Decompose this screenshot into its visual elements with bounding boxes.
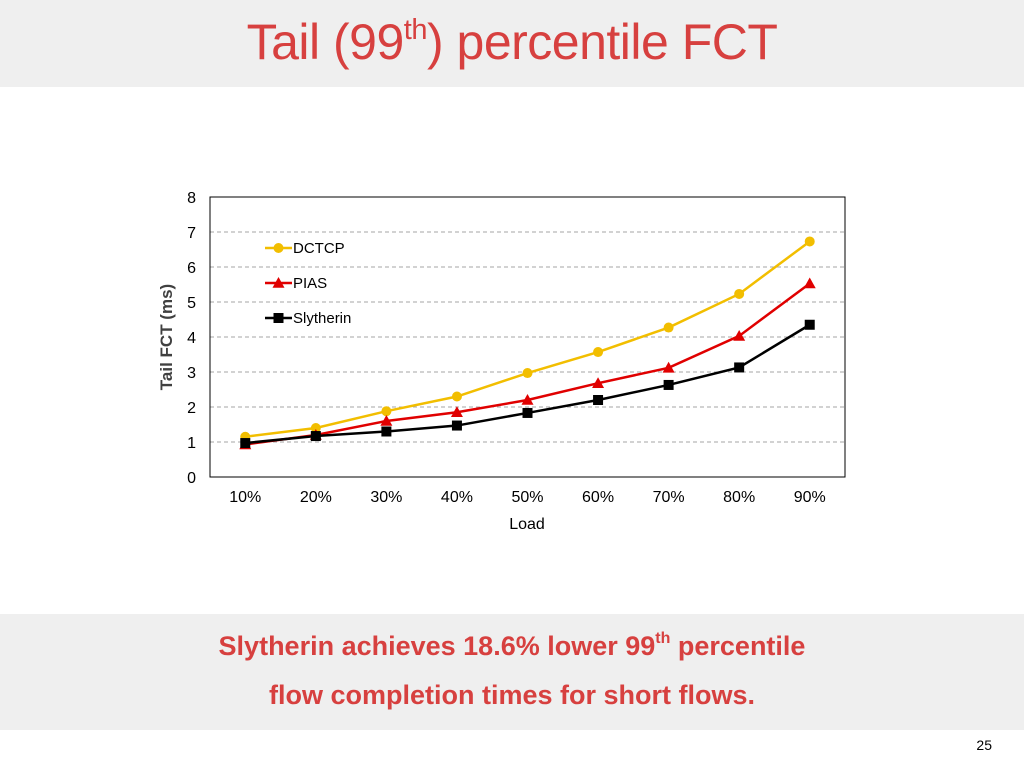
title-text-start: Tail (99 — [246, 14, 405, 70]
data-point — [381, 406, 392, 417]
y-tick-label: 4 — [187, 330, 196, 347]
data-point — [662, 361, 675, 373]
y-tick-label: 6 — [187, 260, 196, 277]
data-point — [592, 377, 605, 388]
data-point — [380, 415, 393, 426]
x-tick-label: 80% — [723, 489, 755, 506]
data-point — [803, 277, 816, 289]
title-band — [0, 0, 1024, 87]
title-superscript: th — [403, 14, 428, 46]
legend-item: PIAS — [265, 275, 327, 292]
chart-gridlines — [210, 231, 845, 443]
y-axis-tick-labels: 0 1 2 3 4 5 6 7 8 — [187, 190, 196, 487]
data-point — [273, 313, 284, 323]
plot-area-frame — [209, 196, 846, 478]
data-point — [272, 277, 285, 288]
series-line — [245, 282, 811, 446]
y-tick-label: 8 — [187, 190, 196, 207]
y-tick-label: 3 — [187, 365, 196, 382]
data-point — [310, 431, 321, 442]
x-tick-label: 20% — [300, 489, 332, 506]
y-tick-label: 2 — [187, 400, 196, 417]
y-tick-label: 7 — [187, 225, 196, 242]
data-point — [451, 420, 462, 431]
claim-line-2: flow completion times for short flows. — [268, 680, 756, 710]
chart-legend: DCTCP PIAS Slytherin — [265, 240, 351, 327]
data-point — [450, 406, 463, 418]
y-tick-label: 5 — [187, 295, 196, 312]
y-axis-label: Tail FCT (ms) — [157, 284, 176, 390]
x-tick-label: 10% — [229, 489, 261, 506]
data-point — [451, 391, 462, 402]
legend-label: PIAS — [293, 275, 327, 292]
slide-title: Tail (99th) percentile FCT — [0, 4, 1024, 88]
x-tick-label: 60% — [582, 489, 614, 506]
data-point — [273, 243, 284, 253]
data-point — [521, 394, 534, 405]
x-axis-tick-labels: 10% 20% 30% 40% 50% 60% 70% 80% 90% — [229, 489, 825, 506]
x-tick-label: 90% — [794, 489, 826, 506]
series-slytherin — [240, 319, 815, 449]
page-number: 25 — [976, 737, 992, 753]
data-point — [522, 407, 533, 418]
claim-superscript: th — [655, 630, 671, 647]
legend-item: DCTCP — [265, 240, 345, 257]
y-tick-label: 0 — [187, 470, 196, 487]
data-point — [310, 423, 321, 433]
y-tick-label: 1 — [187, 435, 196, 452]
data-point — [804, 319, 815, 330]
legend-label: Slytherin — [293, 310, 351, 327]
series-pias — [239, 277, 816, 450]
data-point — [663, 322, 674, 333]
data-point — [593, 347, 604, 358]
tail-fct-chart: 0 1 2 3 4 5 6 7 8 10% 20% 30% 40% 50% 60% 70% 80% 90% Ta… — [157, 190, 846, 533]
claim-line-1: Slytherin achieves 18.6% lower 99th perc… — [0, 629, 1024, 668]
data-point — [734, 288, 745, 299]
data-point — [240, 438, 251, 449]
x-tick-label: 50% — [511, 489, 543, 506]
claim-text-end: percentile — [670, 631, 806, 661]
chart-series — [239, 236, 816, 450]
legend-label: DCTCP — [293, 240, 345, 257]
claim-text-start: Slytherin achieves 18.6% lower 99 — [218, 631, 656, 661]
data-point — [593, 395, 604, 405]
data-point — [734, 362, 745, 373]
data-point — [663, 379, 674, 390]
bottom-band — [0, 614, 1024, 730]
data-point — [381, 426, 392, 437]
legend-item: Slytherin — [265, 310, 351, 327]
x-tick-label: 40% — [441, 489, 473, 506]
data-point — [522, 368, 533, 379]
data-point — [804, 236, 815, 247]
x-axis-label: Load — [509, 516, 545, 533]
title-text-end: ) percentile FCT — [426, 14, 778, 70]
x-tick-label: 30% — [370, 489, 402, 506]
x-tick-label: 70% — [653, 489, 685, 506]
data-point — [733, 329, 746, 341]
